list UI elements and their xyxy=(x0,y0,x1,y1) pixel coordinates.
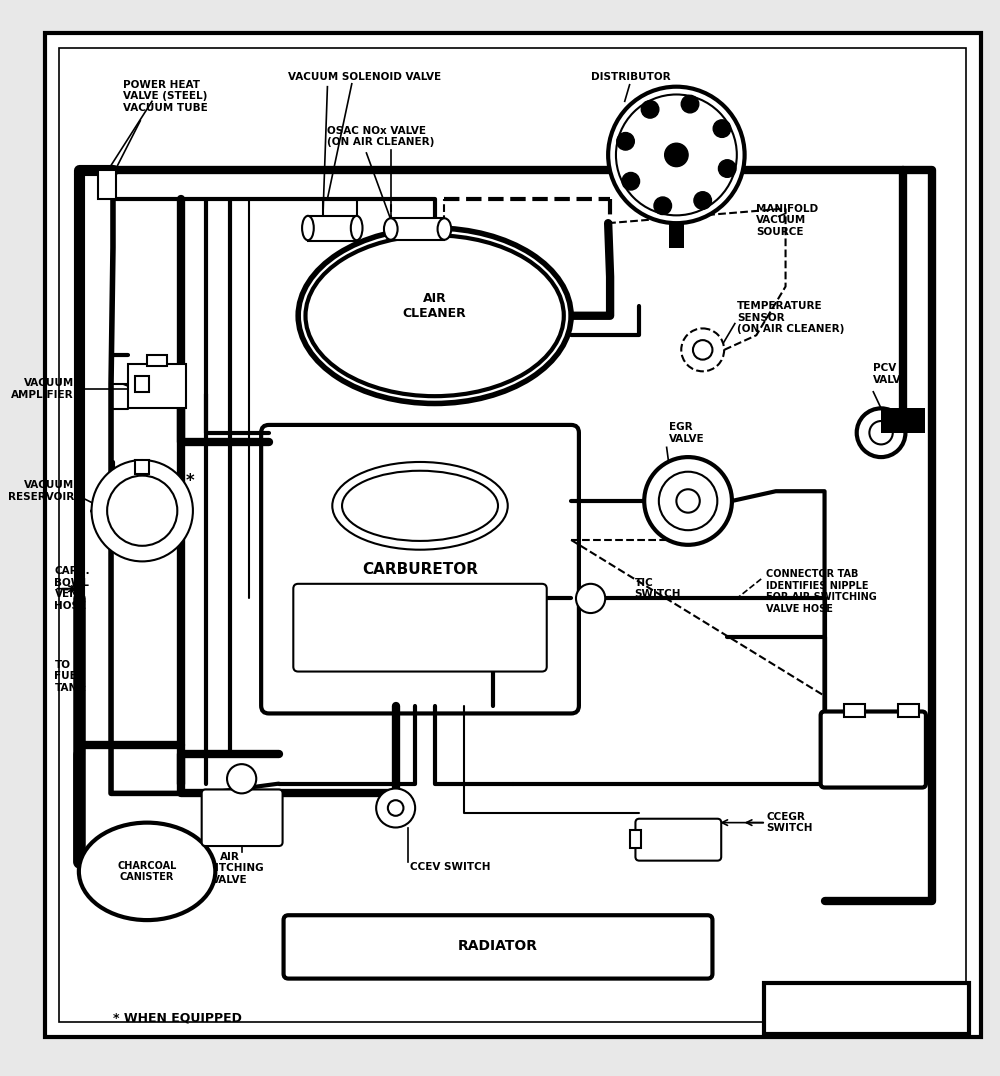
Circle shape xyxy=(616,95,737,215)
Bar xyxy=(135,377,149,392)
Text: CHARCOAL
CANISTER: CHARCOAL CANISTER xyxy=(117,861,177,882)
Bar xyxy=(128,365,186,409)
Circle shape xyxy=(608,87,745,223)
Text: PCV
VALVE: PCV VALVE xyxy=(873,364,909,385)
Bar xyxy=(669,223,684,247)
Text: RADIATOR: RADIATOR xyxy=(458,939,538,953)
Ellipse shape xyxy=(302,216,314,240)
Bar xyxy=(630,831,641,848)
Circle shape xyxy=(681,328,724,371)
Circle shape xyxy=(576,584,605,613)
Ellipse shape xyxy=(384,218,398,240)
Text: *: * xyxy=(186,472,195,491)
Text: VACUUM SOLENOID VALVE: VACUUM SOLENOID VALVE xyxy=(288,72,442,82)
Text: POWER HEAT
VALVE (STEEL)
VACUUM TUBE: POWER HEAT VALVE (STEEL) VACUUM TUBE xyxy=(123,80,207,113)
Circle shape xyxy=(388,801,403,816)
Circle shape xyxy=(681,96,699,113)
Circle shape xyxy=(718,159,736,178)
Circle shape xyxy=(857,409,905,457)
Ellipse shape xyxy=(332,462,508,550)
Bar xyxy=(881,409,925,433)
Circle shape xyxy=(107,476,177,546)
Text: CCEGR
SWITCH: CCEGR SWITCH xyxy=(766,811,813,834)
Circle shape xyxy=(92,461,193,562)
Text: VACUUM
RESERVOIR: VACUUM RESERVOIR xyxy=(8,480,74,502)
Circle shape xyxy=(659,471,717,530)
Text: CONNECTOR TAB
IDENTIFIES NIPPLE
FOR AIR SWITCHING
VALVE HOSE: CONNECTOR TAB IDENTIFIES NIPPLE FOR AIR … xyxy=(766,569,877,614)
Text: AIR
SWITCHING
VALVE: AIR SWITCHING VALVE xyxy=(196,852,264,886)
Bar xyxy=(844,704,865,718)
Bar xyxy=(147,355,167,367)
Circle shape xyxy=(376,789,415,827)
Ellipse shape xyxy=(342,470,498,541)
Ellipse shape xyxy=(298,228,571,404)
Text: * WHEN EQUIPPED: * WHEN EQUIPPED xyxy=(113,1011,242,1024)
Text: TIC
SWITCH: TIC SWITCH xyxy=(634,578,681,599)
Text: VACUUM
AMPLIFIER: VACUUM AMPLIFIER xyxy=(11,378,74,399)
FancyBboxPatch shape xyxy=(284,916,712,978)
FancyBboxPatch shape xyxy=(821,711,926,788)
Text: TO
FUEL
TANK: TO FUEL TANK xyxy=(54,660,86,693)
Text: CCEV SWITCH: CCEV SWITCH xyxy=(410,862,491,872)
Bar xyxy=(391,218,444,240)
Text: MANIFOLD
VACUUM
SOURCE: MANIFOLD VACUUM SOURCE xyxy=(756,203,818,237)
Circle shape xyxy=(676,490,700,512)
Circle shape xyxy=(869,421,893,444)
Circle shape xyxy=(641,100,659,118)
Text: ENGINE: 360-4: ENGINE: 360-4 xyxy=(804,1002,929,1017)
Text: AIR PUMP
DIVERTER
VALVE: AIR PUMP DIVERTER VALVE xyxy=(844,730,902,763)
Circle shape xyxy=(713,119,731,138)
Text: AIR
CLEANER: AIR CLEANER xyxy=(403,292,467,320)
Circle shape xyxy=(644,457,732,544)
Ellipse shape xyxy=(438,218,451,240)
Text: TEMPERATURE
SENSOR
(ON AIR CLEANER): TEMPERATURE SENSOR (ON AIR CLEANER) xyxy=(737,301,844,335)
Text: CARB.
BOWL
VENT
HOSE: CARB. BOWL VENT HOSE xyxy=(54,566,90,611)
FancyBboxPatch shape xyxy=(293,584,547,671)
Text: EGR
VALVE: EGR VALVE xyxy=(669,422,704,443)
Text: OSAC NOx VALVE
(ON AIR CLEANER): OSAC NOx VALVE (ON AIR CLEANER) xyxy=(327,126,435,147)
FancyBboxPatch shape xyxy=(635,819,721,861)
Ellipse shape xyxy=(79,823,215,920)
Circle shape xyxy=(694,192,711,209)
Bar xyxy=(308,216,357,241)
Circle shape xyxy=(654,197,672,214)
Circle shape xyxy=(227,764,256,793)
Bar xyxy=(98,170,116,199)
Circle shape xyxy=(665,143,688,167)
Bar xyxy=(764,983,969,1034)
Circle shape xyxy=(622,172,640,190)
Bar xyxy=(135,461,149,473)
Ellipse shape xyxy=(351,216,363,240)
FancyBboxPatch shape xyxy=(261,425,579,713)
Circle shape xyxy=(693,340,712,359)
Circle shape xyxy=(617,132,634,150)
Ellipse shape xyxy=(305,236,564,396)
Bar xyxy=(898,704,919,718)
FancyBboxPatch shape xyxy=(202,790,283,846)
Text: DISTRIBUTOR: DISTRIBUTOR xyxy=(591,72,670,82)
Text: CARBURETOR: CARBURETOR xyxy=(362,562,478,577)
